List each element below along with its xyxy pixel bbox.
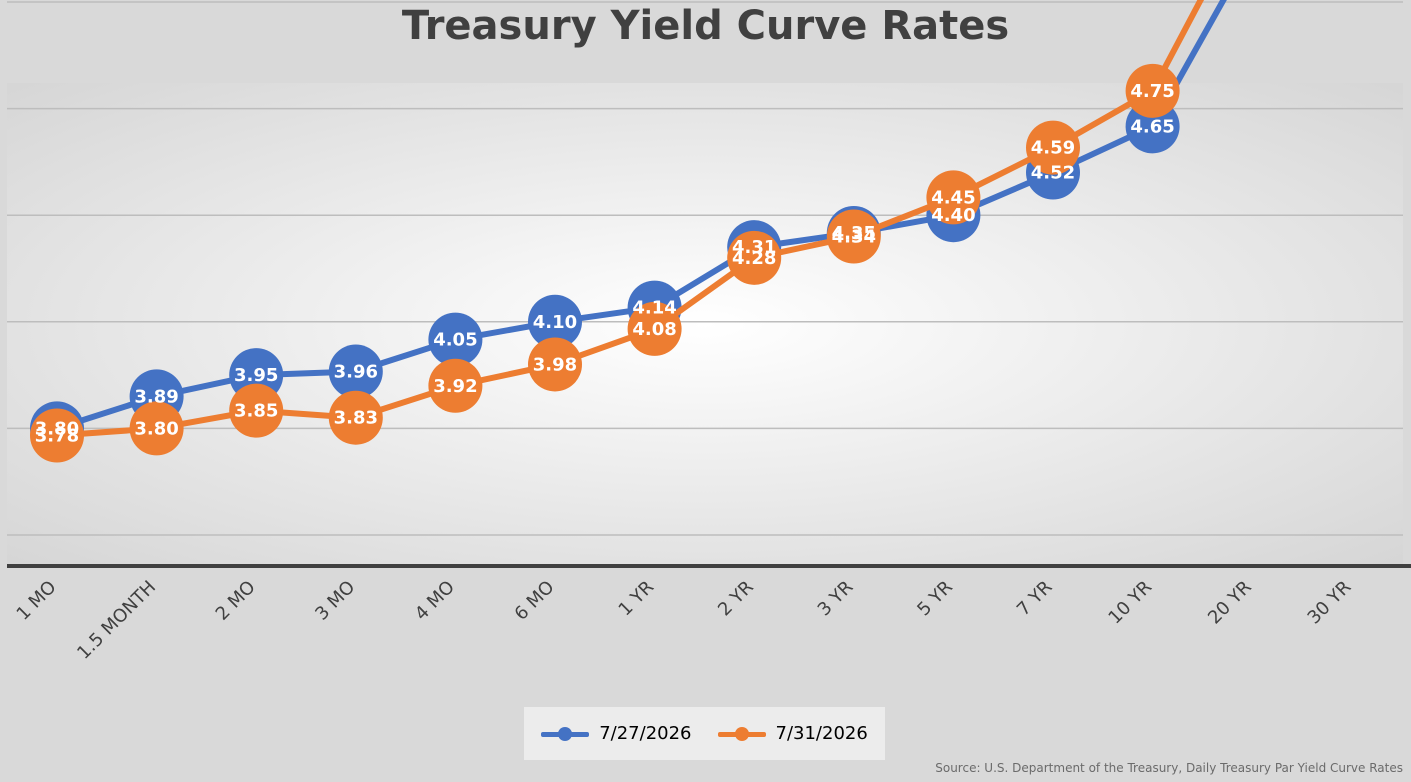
data-point <box>428 358 483 413</box>
x-tick-label: 2 YR <box>714 577 758 621</box>
legend-item-series-2: 7/31/2026 <box>717 723 868 744</box>
data-label: 4.08 <box>632 319 676 340</box>
legend-label-series-2: 7/31/2026 <box>775 723 868 744</box>
x-tick-label: 7 YR <box>1013 577 1057 621</box>
data-label: 3.96 <box>334 362 378 383</box>
x-tick-label: 30 YR <box>1304 577 1356 629</box>
data-point <box>1125 63 1180 118</box>
data-point <box>229 383 284 438</box>
data-label: 4.05 <box>433 330 477 351</box>
data-label: 3.78 <box>35 426 79 447</box>
data-label: 3.85 <box>234 401 278 422</box>
data-point <box>328 344 383 399</box>
data-point <box>727 230 782 285</box>
x-tick-labels: 1 MO 1.5 MONTH 2 MO 3 MO 4 MO 6 MO 1 YR 2 YR 3 Y… <box>13 577 1356 664</box>
data-point <box>30 408 84 463</box>
data-point <box>528 337 582 392</box>
data-label: 4.31 <box>732 237 776 258</box>
data-labels: 3.80 3.89 3.95 3.96 4.05 4.10 4.14 4.31 4.35 4.40… <box>35 81 1175 447</box>
x-tick-label: 20 YR <box>1204 577 1256 629</box>
data-point <box>428 312 483 367</box>
data-point <box>826 209 881 264</box>
data-label: 4.28 <box>732 248 776 269</box>
x-tick-label: 3 MO <box>311 577 359 625</box>
source-note: Source: U.S. Department of the Treasury,… <box>935 761 1403 775</box>
data-point <box>926 170 981 225</box>
series-2 <box>30 0 1205 463</box>
data-label: 4.59 <box>1031 138 1075 159</box>
legend-item-series-1: 7/27/2026 <box>541 723 692 744</box>
chart-title: Treasury Yield Curve Rates <box>401 3 1010 49</box>
legend: 7/27/2026 7/31/2026 <box>524 707 885 760</box>
data-label: 3.83 <box>334 408 378 429</box>
series-layer: 3.80 3.89 3.95 3.96 4.05 4.10 4.14 4.31 4.35 4.40… <box>30 0 1227 463</box>
x-tick-label: 6 MO <box>511 577 559 625</box>
data-point <box>129 401 184 456</box>
x-tick-label: 1 YR <box>615 577 659 621</box>
data-label: 3.80 <box>35 418 79 439</box>
data-label: 3.95 <box>234 365 278 386</box>
data-label: 4.34 <box>832 227 876 248</box>
data-label: 4.65 <box>1130 116 1174 137</box>
legend-swatch-series-2 <box>717 726 766 741</box>
plot-area <box>7 83 1403 566</box>
data-point <box>1026 120 1080 175</box>
data-label: 4.52 <box>1031 163 1075 184</box>
data-point <box>627 301 682 356</box>
x-tick-label: 1.5 MONTH <box>73 577 160 664</box>
data-label: 3.92 <box>433 376 477 397</box>
data-label: 4.14 <box>632 298 676 319</box>
data-point <box>528 294 582 349</box>
x-tick-label: 10 YR <box>1104 577 1156 629</box>
data-label: 3.89 <box>134 386 178 407</box>
data-label: 4.45 <box>931 187 975 208</box>
x-tick-label: 2 MO <box>212 577 260 625</box>
data-point <box>328 390 383 445</box>
x-tick-label: 4 MO <box>411 577 459 625</box>
legend-label-series-1: 7/27/2026 <box>599 723 692 744</box>
data-label: 4.75 <box>1130 81 1174 102</box>
data-label: 4.35 <box>832 223 876 244</box>
data-label: 4.40 <box>931 205 975 226</box>
x-tick-label: 5 YR <box>913 577 957 621</box>
data-label: 3.80 <box>134 418 178 439</box>
legend-swatch-series-1 <box>541 726 590 741</box>
x-tick-label: 1 MO <box>13 577 61 625</box>
data-label: 3.98 <box>533 354 577 375</box>
x-tick-label: 3 YR <box>814 577 858 621</box>
data-label: 4.10 <box>533 312 577 333</box>
